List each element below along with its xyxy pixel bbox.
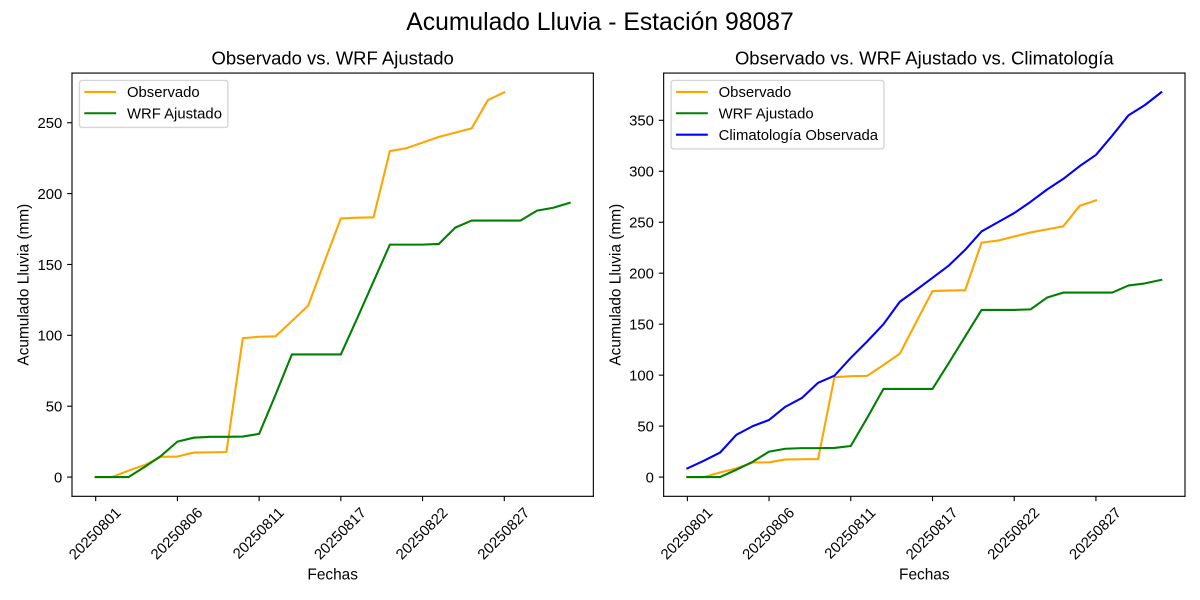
svg-text:150: 150 <box>629 318 654 334</box>
svg-text:250: 250 <box>629 216 654 232</box>
svg-text:WRF Ajustado: WRF Ajustado <box>719 106 814 122</box>
svg-text:Observado: Observado <box>719 85 792 101</box>
svg-text:300: 300 <box>629 165 654 181</box>
svg-text:0: 0 <box>54 470 62 486</box>
svg-text:Fechas: Fechas <box>899 566 950 583</box>
svg-text:Acumulado Lluvia (mm): Acumulado Lluvia (mm) <box>16 204 33 366</box>
svg-text:Fechas: Fechas <box>307 566 358 583</box>
svg-text:Climatología Observada: Climatología Observada <box>719 128 879 144</box>
svg-text:250: 250 <box>37 116 62 132</box>
svg-text:50: 50 <box>637 419 654 435</box>
svg-text:200: 200 <box>629 267 654 283</box>
svg-text:Observado: Observado <box>127 85 200 101</box>
svg-text:100: 100 <box>629 369 654 385</box>
svg-text:0: 0 <box>646 470 654 486</box>
svg-text:150: 150 <box>37 258 62 274</box>
svg-text:Observado vs. WRF Ajustado: Observado vs. WRF Ajustado <box>212 48 454 69</box>
svg-text:Observado vs. WRF Ajustado vs.: Observado vs. WRF Ajustado vs. Climatolo… <box>735 48 1114 69</box>
svg-text:200: 200 <box>37 187 62 203</box>
svg-text:100: 100 <box>37 329 62 345</box>
svg-text:50: 50 <box>46 400 63 416</box>
svg-text:WRF Ajustado: WRF Ajustado <box>127 106 222 122</box>
svg-text:Acumulado Lluvia - Estación 98: Acumulado Lluvia - Estación 98087 <box>406 9 794 36</box>
svg-text:350: 350 <box>629 114 654 130</box>
svg-text:Acumulado Lluvia (mm): Acumulado Lluvia (mm) <box>607 204 624 366</box>
